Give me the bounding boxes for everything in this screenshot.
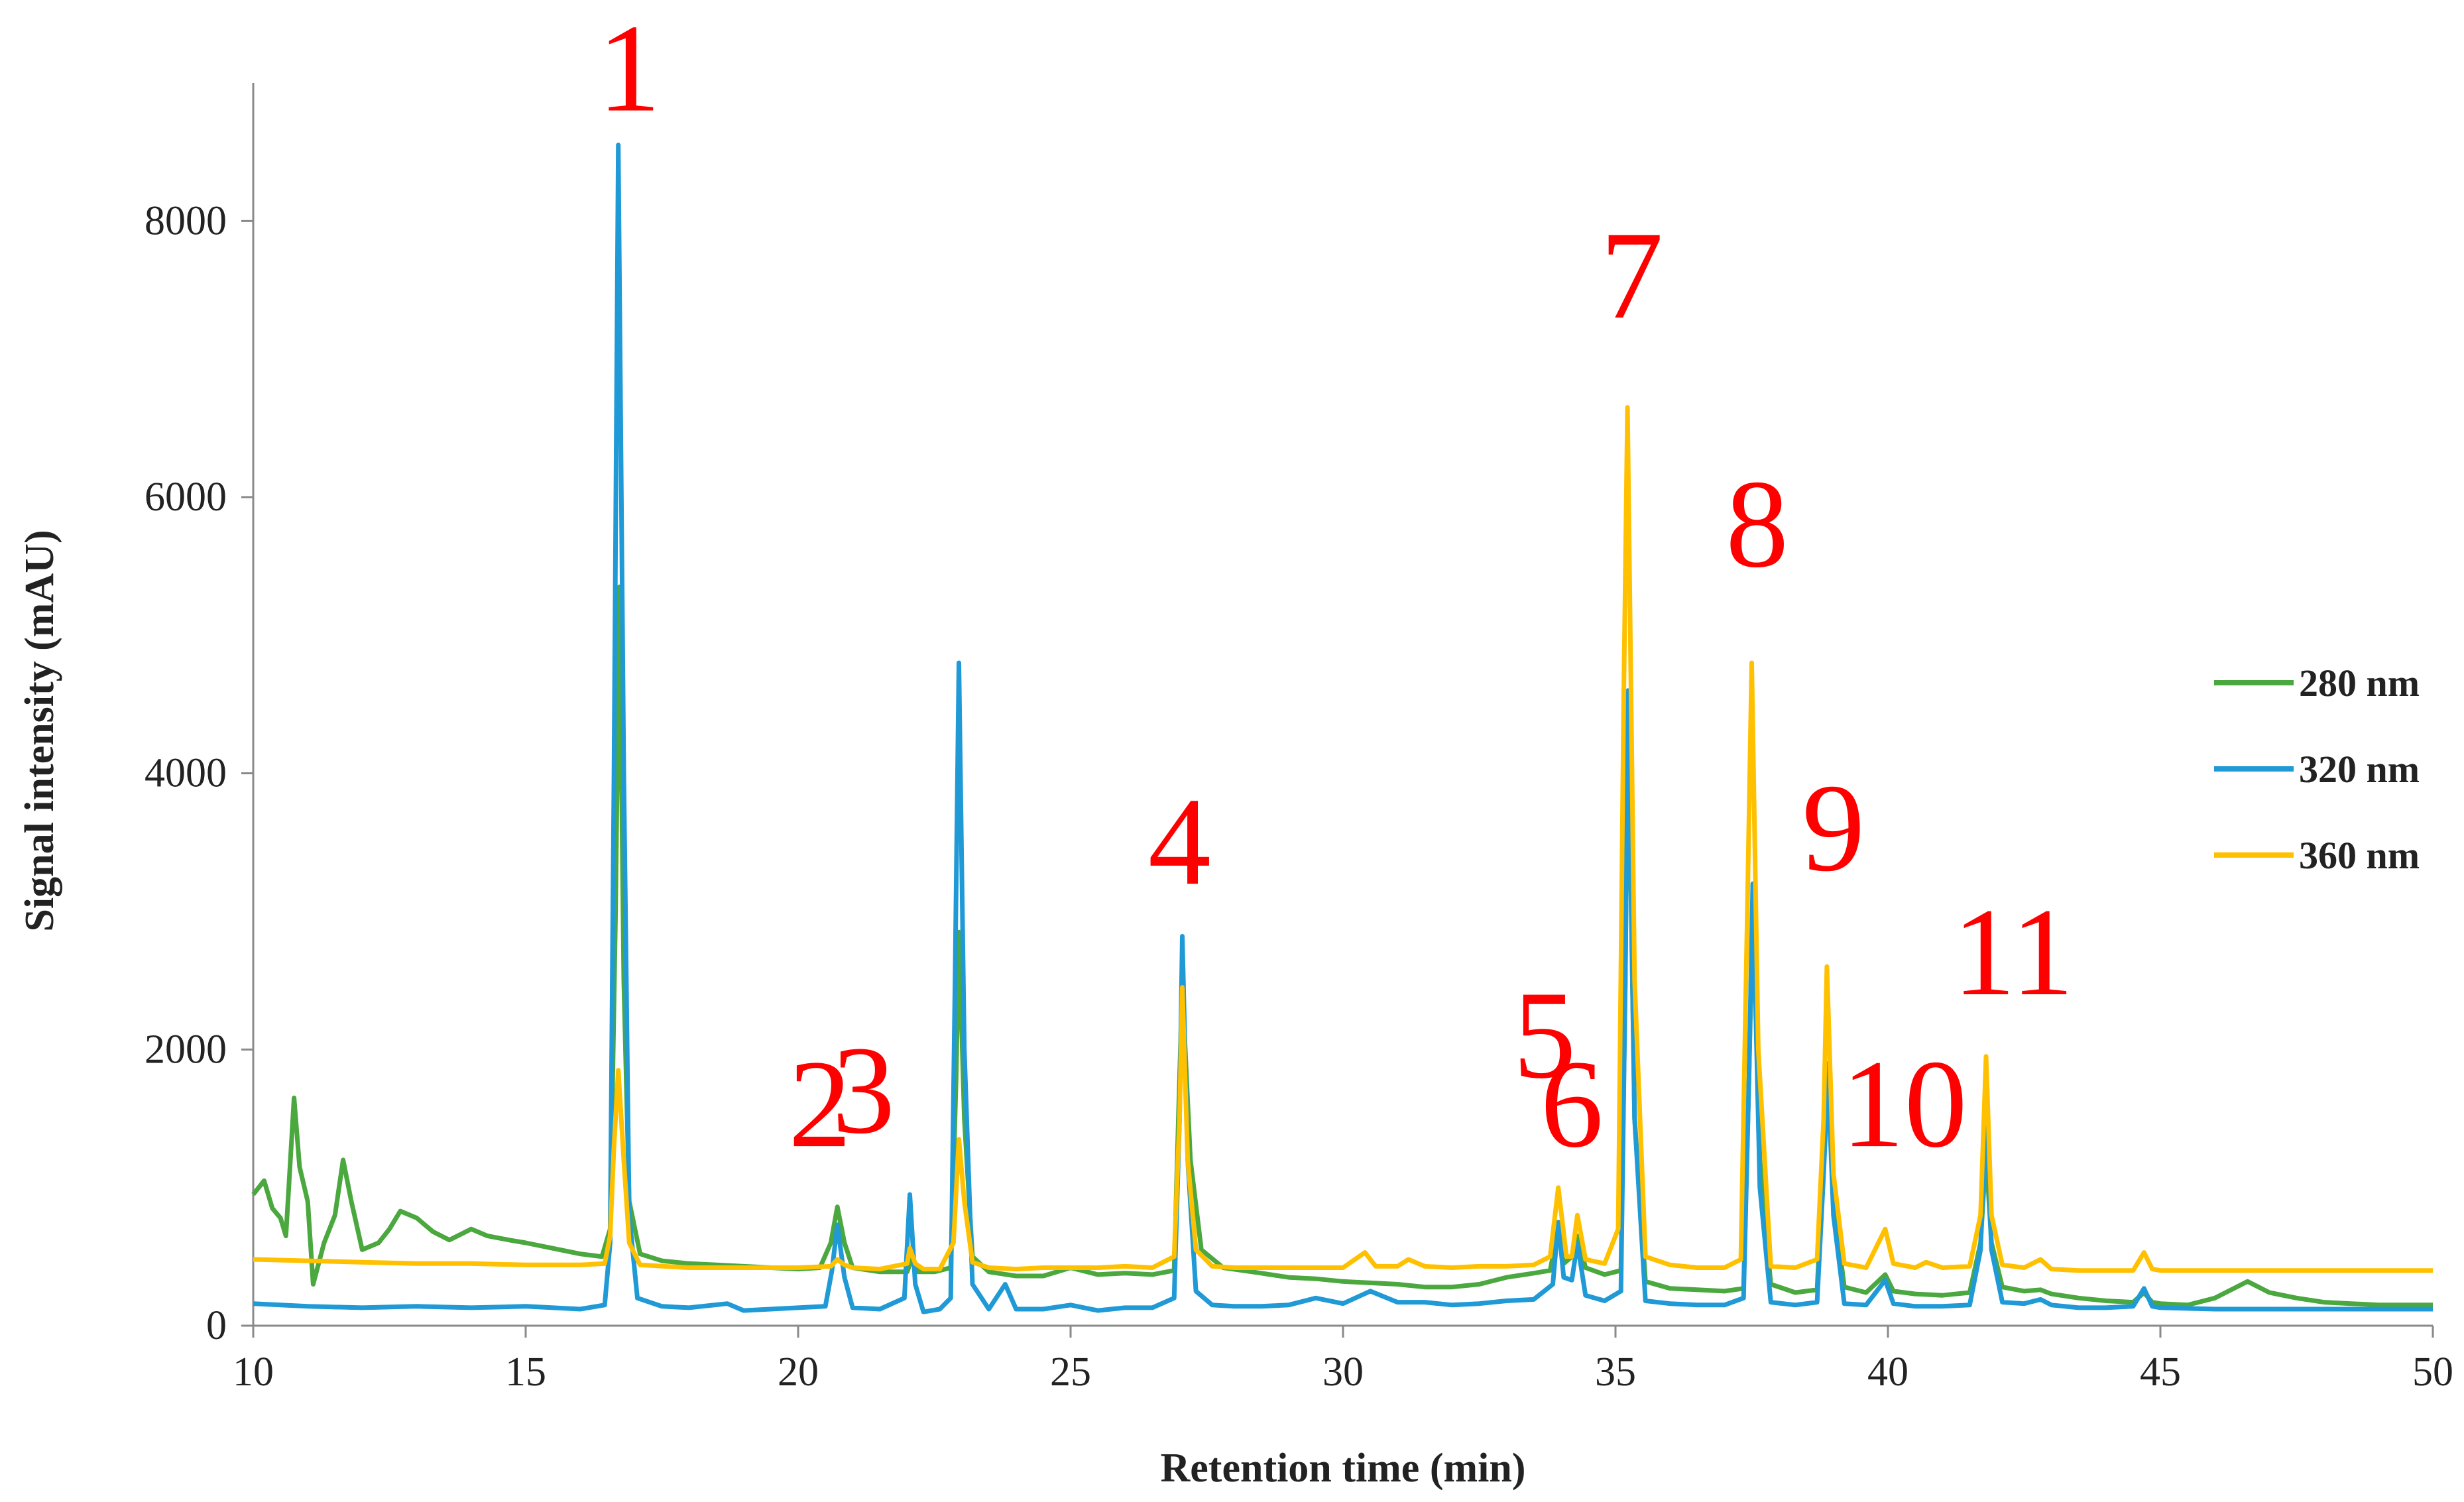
peak-label: 3: [832, 1021, 895, 1160]
x-tick-label: 20: [778, 1350, 819, 1395]
legend-label-360-nm: 360 nm: [2299, 834, 2420, 877]
peak-label: 10: [1842, 1035, 1967, 1174]
peak-label: 8: [1726, 455, 1789, 594]
x-tick-label: 30: [1322, 1350, 1364, 1395]
x-tick-label: 15: [505, 1350, 546, 1395]
x-tick-label: 50: [2412, 1350, 2453, 1395]
peak-label: 5: [1513, 966, 1576, 1105]
peak-label: 6: [1541, 1035, 1604, 1174]
y-axis-title: Signal intensity (mAU): [17, 530, 62, 931]
legend-label-320-nm: 320 nm: [2299, 748, 2420, 791]
series-line-280-nm: [251, 584, 2433, 1308]
peak-label: 2: [788, 1035, 851, 1174]
x-axis-title: Retention time (min): [1161, 1446, 1526, 1491]
y-tick-label: 8000: [145, 198, 227, 243]
y-tick-label: 0: [206, 1303, 227, 1348]
peak-label: 1: [598, 0, 661, 139]
x-tick-label: 45: [2140, 1350, 2181, 1395]
y-tick-label: 2000: [145, 1027, 227, 1072]
peak-label: 7: [1600, 206, 1663, 345]
x-tick-label: 40: [1867, 1350, 1908, 1395]
y-tick-label: 6000: [145, 475, 227, 520]
x-tick-label: 25: [1050, 1350, 1091, 1395]
peak-label: 4: [1148, 772, 1211, 911]
x-tick-label: 10: [233, 1350, 274, 1395]
peak-label: 9: [1802, 759, 1865, 898]
series-line-360-nm: [253, 405, 2433, 1273]
peak-label: 11: [1953, 883, 2074, 1022]
series-line-320-nm: [253, 143, 2433, 1314]
y-tick-label: 4000: [145, 751, 227, 796]
x-tick-label: 35: [1595, 1350, 1636, 1395]
legend-label-280-nm: 280 nm: [2299, 662, 2420, 705]
